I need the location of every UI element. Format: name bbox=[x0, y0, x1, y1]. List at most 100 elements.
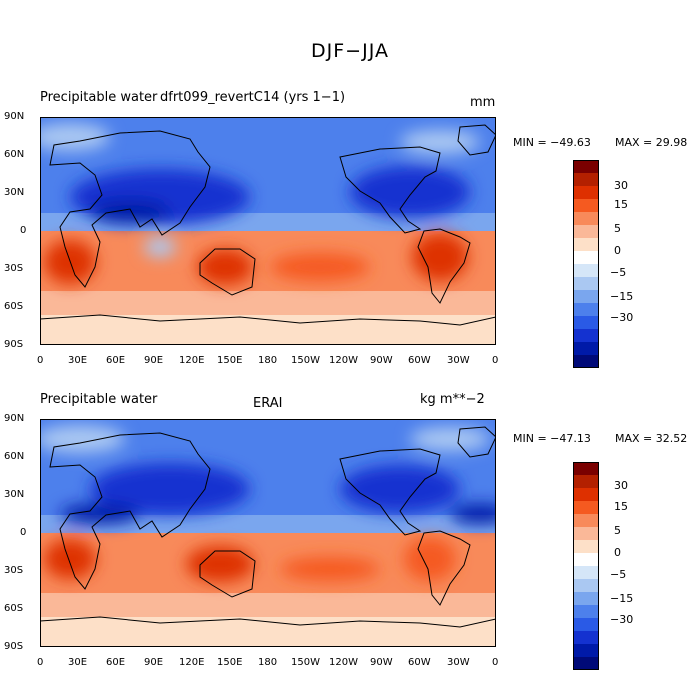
lat-tick: 90N bbox=[4, 111, 25, 122]
lon-tick: 90W bbox=[370, 657, 393, 668]
panel2-min-label: MIN = −47.13 bbox=[513, 432, 591, 445]
lon-tick: 90E bbox=[144, 355, 164, 366]
lon-tick: 30E bbox=[68, 657, 88, 668]
colorbar-swatch bbox=[573, 618, 599, 631]
panel1-cbar-label: 0 bbox=[614, 244, 621, 257]
panel2-max-label: MAX = 32.52 bbox=[615, 432, 688, 445]
lat-tick: 60N bbox=[4, 149, 25, 160]
colorbar-swatch bbox=[573, 566, 599, 579]
panel1-left-title: Precipitable water bbox=[40, 90, 158, 105]
lat-tick: 30S bbox=[4, 565, 24, 576]
lat-tick: 30S bbox=[4, 263, 24, 274]
panel1-cbar-label: −30 bbox=[610, 311, 634, 324]
panel2-cbar-label: 0 bbox=[614, 546, 621, 559]
lat-tick: 90S bbox=[4, 641, 24, 652]
colorbar-swatch bbox=[573, 277, 599, 290]
colorbar-swatch bbox=[573, 251, 599, 264]
panel1-center-title: dfrt099_revertC14 (yrs 1−1) bbox=[160, 90, 346, 105]
lon-tick: 0 bbox=[37, 355, 44, 366]
lon-tick: 90E bbox=[144, 657, 164, 668]
colorbar-swatch bbox=[573, 173, 599, 186]
lon-tick: 150W bbox=[291, 657, 320, 668]
panel1-cbar-label: 30 bbox=[614, 179, 628, 192]
lat-tick: 60S bbox=[4, 301, 24, 312]
lat-tick: 90N bbox=[4, 413, 25, 424]
colorbar-swatch bbox=[573, 342, 599, 355]
lon-tick: 0 bbox=[492, 657, 499, 668]
lon-tick: 150E bbox=[217, 355, 243, 366]
lon-tick: 180 bbox=[258, 657, 278, 668]
colorbar-swatch bbox=[573, 199, 599, 212]
panel2-cbar-label: 15 bbox=[614, 500, 628, 513]
colorbar-swatch bbox=[573, 160, 599, 173]
panel1-cbar-label: −15 bbox=[610, 290, 634, 303]
colorbar-swatch bbox=[573, 238, 599, 251]
lon-tick: 30E bbox=[68, 355, 88, 366]
panel2-colorbar bbox=[573, 462, 599, 670]
colorbar-swatch bbox=[573, 316, 599, 329]
lon-tick: 60E bbox=[106, 355, 126, 366]
colorbar-swatch bbox=[573, 462, 599, 475]
panel1-min-label: MIN = −49.63 bbox=[513, 136, 591, 149]
colorbar-swatch bbox=[573, 514, 599, 527]
colorbar-swatch bbox=[573, 553, 599, 566]
panel1-cbar-label: 5 bbox=[614, 222, 621, 235]
lon-tick: 120E bbox=[179, 355, 205, 366]
panel1-map bbox=[40, 117, 496, 345]
colorbar-swatch bbox=[573, 303, 599, 316]
colorbar-swatch bbox=[573, 644, 599, 657]
colorbar-swatch bbox=[573, 264, 599, 277]
panel2-cbar-label: −5 bbox=[610, 568, 627, 581]
colorbar-swatch bbox=[573, 212, 599, 225]
panel2-cbar-label: 30 bbox=[614, 479, 628, 492]
colorbar-swatch bbox=[573, 225, 599, 238]
panel2-cbar-label: −15 bbox=[610, 592, 634, 605]
panel2-map bbox=[40, 419, 496, 647]
panel2-left-title: Precipitable water bbox=[40, 392, 158, 407]
panel2-cbar-label: −30 bbox=[610, 613, 634, 626]
colorbar-swatch bbox=[573, 579, 599, 592]
lon-tick: 60W bbox=[408, 657, 431, 668]
lon-tick: 30W bbox=[447, 355, 470, 366]
colorbar-swatch bbox=[573, 657, 599, 670]
colorbar-swatch bbox=[573, 186, 599, 199]
colorbar-swatch bbox=[573, 605, 599, 618]
lon-tick: 150W bbox=[291, 355, 320, 366]
colorbar-swatch bbox=[573, 329, 599, 342]
lon-tick: 120W bbox=[329, 355, 358, 366]
lon-tick: 120W bbox=[329, 657, 358, 668]
colorbar-swatch bbox=[573, 501, 599, 514]
figure-title: DJF−JJA bbox=[311, 40, 389, 62]
colorbar-swatch bbox=[573, 631, 599, 644]
lon-tick: 90W bbox=[370, 355, 393, 366]
lat-tick: 30N bbox=[4, 187, 25, 198]
lat-tick: 90S bbox=[4, 339, 24, 350]
lat-tick: 0 bbox=[20, 527, 27, 538]
panel2-units: kg m**−2 bbox=[420, 392, 485, 407]
colorbar-swatch bbox=[573, 290, 599, 303]
lon-tick: 120E bbox=[179, 657, 205, 668]
lon-tick: 30W bbox=[447, 657, 470, 668]
colorbar-swatch bbox=[573, 592, 599, 605]
panel2-cbar-label: 5 bbox=[614, 524, 621, 537]
colorbar-swatch bbox=[573, 527, 599, 540]
panel2-center-title: ERAI bbox=[253, 396, 283, 411]
colorbar-swatch bbox=[573, 488, 599, 501]
colorbar-swatch bbox=[573, 475, 599, 488]
lat-tick: 60N bbox=[4, 451, 25, 462]
panel1-colorbar bbox=[573, 160, 599, 368]
lat-tick: 30N bbox=[4, 489, 25, 500]
lon-tick: 0 bbox=[492, 355, 499, 366]
colorbar-swatch bbox=[573, 355, 599, 368]
colorbar-swatch bbox=[573, 540, 599, 553]
panel1-units: mm bbox=[470, 95, 496, 110]
lon-tick: 60W bbox=[408, 355, 431, 366]
panel1-max-label: MAX = 29.98 bbox=[615, 136, 688, 149]
panel1-cbar-label: −5 bbox=[610, 266, 627, 279]
lon-tick: 180 bbox=[258, 355, 278, 366]
lon-tick: 60E bbox=[106, 657, 126, 668]
panel1-cbar-label: 15 bbox=[614, 198, 628, 211]
lon-tick: 0 bbox=[37, 657, 44, 668]
lat-tick: 60S bbox=[4, 603, 24, 614]
lon-tick: 150E bbox=[217, 657, 243, 668]
